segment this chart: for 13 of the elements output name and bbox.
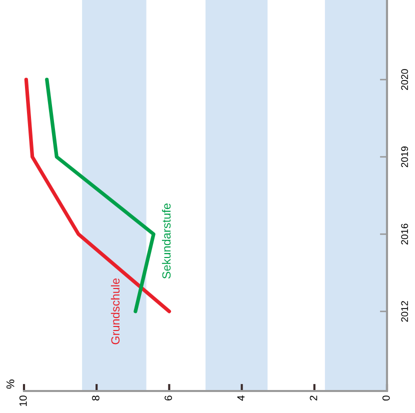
- y-tick-label: 2012: [401, 301, 408, 322]
- text: Grundschule: [110, 278, 120, 344]
- x-tick-label: 0: [382, 396, 390, 401]
- x-tick-label: 4: [237, 395, 244, 401]
- y-tick-label: 2020: [401, 69, 408, 90]
- text: Sekundarstufe: [162, 204, 171, 279]
- x-tick-label: 10: [19, 396, 27, 406]
- text: %: [6, 380, 14, 389]
- x-tick-label: 2: [310, 396, 318, 400]
- x-tick-label: 8: [92, 396, 100, 401]
- y-tick-label: 2019: [401, 146, 408, 168]
- x-tick-label: 6: [164, 396, 172, 400]
- y-tick-label: 2016: [401, 224, 408, 244]
